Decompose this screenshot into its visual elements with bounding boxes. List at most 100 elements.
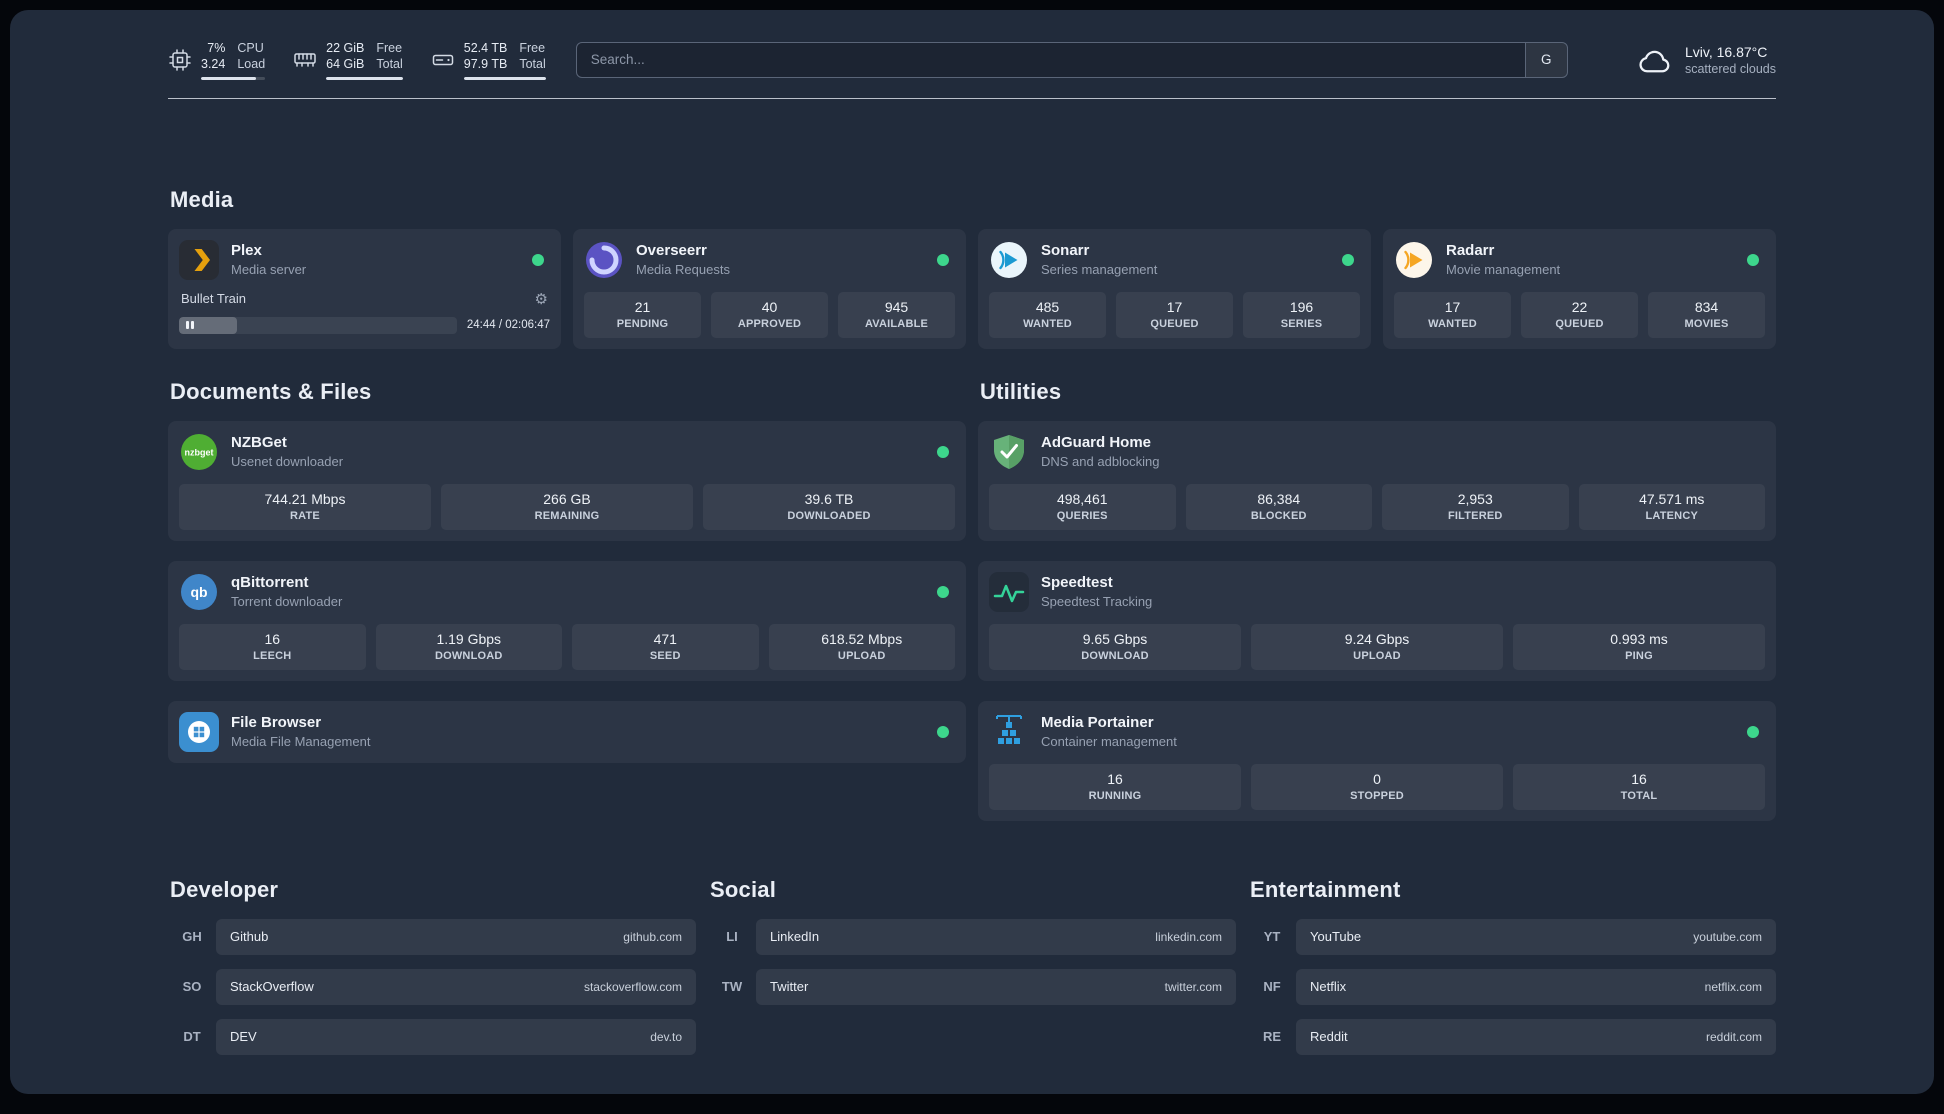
stat-value: 47.571 ms [1639,490,1705,507]
search-input[interactable] [576,42,1525,77]
cpu-label-top: CPU [237,41,264,55]
stat-label: LATENCY [1645,509,1699,522]
section-title-entertainment: Entertainment [1250,876,1401,902]
stat-label: APPROVED [737,317,802,330]
service-card-radarr[interactable]: Radarr Movie management 17 WANTED 22 QUE… [1383,228,1776,349]
topbar: 7% CPU 3.24 Load 22 GiB [168,10,1776,80]
stat-value: 86,384 [1257,490,1301,507]
service-card-qbittorrent[interactable]: qb qBittorrent Torrent downloader 16 [168,560,966,681]
service-name: NZBGet [231,434,287,451]
memory-icon [293,48,317,72]
stat-tile: 1.19 Gbps DOWNLOAD [375,623,562,670]
pause-icon[interactable] [186,321,194,329]
stat-value: 16 [1107,770,1123,787]
stat-value: 0 [1373,770,1381,787]
playback-time: 24:44 / 02:06:47 [466,319,550,331]
service-name: AdGuard Home [1041,434,1152,451]
service-card-adguard[interactable]: AdGuard Home DNS and adblocking 498,461 … [978,420,1776,541]
bookmark-name: Reddit [1310,1029,1348,1044]
stat-tile: 17 WANTED [1394,291,1511,338]
stat-value: 485 [1035,298,1060,315]
playback-progress-bar[interactable] [179,316,457,334]
bookmark-abbr: TW [721,979,743,994]
stat-value: 498,461 [1056,490,1108,507]
service-card-filebrowser[interactable]: File Browser Media File Management [168,700,966,763]
service-name: File Browser [231,714,322,731]
search-bar: G [575,41,1568,78]
bookmark-dev[interactable]: DT DEV dev.to [168,1018,696,1055]
service-name: Radarr [1446,242,1495,259]
stat-tile: 2,953 FILTERED [1382,483,1569,530]
section-title-utilities: Utilities [980,378,1062,404]
search-provider-button[interactable]: G [1524,42,1567,77]
bookmark-youtube[interactable]: YT YouTube youtube.com [1248,918,1776,955]
service-card-portainer[interactable]: Media Portainer Container management 16 … [978,700,1776,821]
cpu-label-bottom: Load [237,57,266,72]
stat-label: PENDING [616,317,669,330]
bookmark-name: Netflix [1310,979,1347,994]
stat-tile: 16 LEECH [179,623,366,670]
service-name: Plex [231,242,262,259]
bookmark-netflix[interactable]: NF Netflix netflix.com [1248,968,1776,1005]
stat-value: 618.52 Mbps [821,630,903,647]
overseerr-icon [584,240,624,280]
now-playing-title: Bullet Train [181,291,247,306]
stat-label: WANTED [1428,317,1477,330]
disk-label-top: Free [519,41,546,55]
status-dot [1342,253,1354,266]
service-card-sonarr[interactable]: Sonarr Series management 485 WANTED 17 Q… [978,228,1371,349]
bookmark-linkedin[interactable]: LI LinkedIn linkedin.com [708,918,1236,955]
bookmark-abbr: RE [1262,1029,1282,1044]
bookmark-github[interactable]: GH Github github.com [168,918,696,955]
stat-value: 196 [1289,298,1314,315]
stat-value: 744.21 Mbps [264,490,346,507]
bookmark-name: StackOverflow [230,979,314,994]
stat-tile: 945 AVAILABLE [838,291,955,338]
stat-tile: 40 APPROVED [711,291,828,338]
bookmark-abbr: SO [182,979,202,994]
stat-label: RATE [290,509,320,522]
stat-label: STOPPED [1350,789,1404,802]
disk-label-bottom: Total [519,57,546,72]
stat-tile: 471 SEED [572,623,759,670]
stat-value: 21 [634,298,651,315]
stat-tile: 16 TOTAL [1513,763,1765,810]
stat-value: 945 [884,298,909,315]
bookmark-twitter[interactable]: TW Twitter twitter.com [708,968,1236,1005]
stat-value: 1.19 Gbps [436,630,502,647]
plex-icon [179,239,219,280]
cloud-icon [1637,45,1673,75]
service-card-nzbget[interactable]: nzbget NZBGet Usenet downloader 744.21 M… [168,420,966,541]
stat-label: BLOCKED [1250,509,1307,522]
stat-label: LEECH [253,649,292,662]
status-dot [937,725,949,738]
stat-value: 2,953 [1457,490,1493,507]
stat-tile: 9.24 Gbps UPLOAD [1251,623,1503,670]
stat-value: 266 GB [543,490,591,507]
service-subtitle: Container management [1041,734,1177,749]
stat-value: 17 [1444,298,1461,315]
settings-icon[interactable]: ⚙ [534,289,548,308]
stat-tile: 39.6 TB DOWNLOADED [703,483,955,530]
disk-widget: 52.4 TB Free 97.9 TB Total [431,40,546,80]
weather-condition: scattered clouds [1684,61,1776,76]
memory-usage-bar [326,76,403,80]
adguard-icon [989,432,1029,472]
stat-tile: 16 RUNNING [989,763,1241,810]
stat-label: MOVIES [1684,317,1729,330]
memory-label-bottom: Total [376,57,403,72]
stat-label: DOWNLOAD [434,649,503,662]
bookmark-url: reddit.com [1705,1029,1762,1044]
stat-label: TOTAL [1620,789,1658,802]
service-card-speedtest[interactable]: Speedtest Speedtest Tracking 9.65 Gbps D… [978,560,1776,681]
service-card-plex[interactable]: Plex Media server Bullet Train ⚙ [168,228,561,349]
service-name: Overseerr [636,242,707,259]
stat-label: DOWNLOAD [1081,649,1149,662]
stat-label: SERIES [1280,317,1323,330]
bookmark-reddit[interactable]: RE Reddit reddit.com [1248,1018,1776,1055]
service-card-overseerr[interactable]: Overseerr Media Requests 21 PENDING 40 A… [573,228,966,349]
stat-label: SEED [649,649,681,662]
stat-value: 16 [264,630,281,647]
bookmark-stackoverflow[interactable]: SO StackOverflow stackoverflow.com [168,968,696,1005]
radarr-icon [1394,240,1434,280]
